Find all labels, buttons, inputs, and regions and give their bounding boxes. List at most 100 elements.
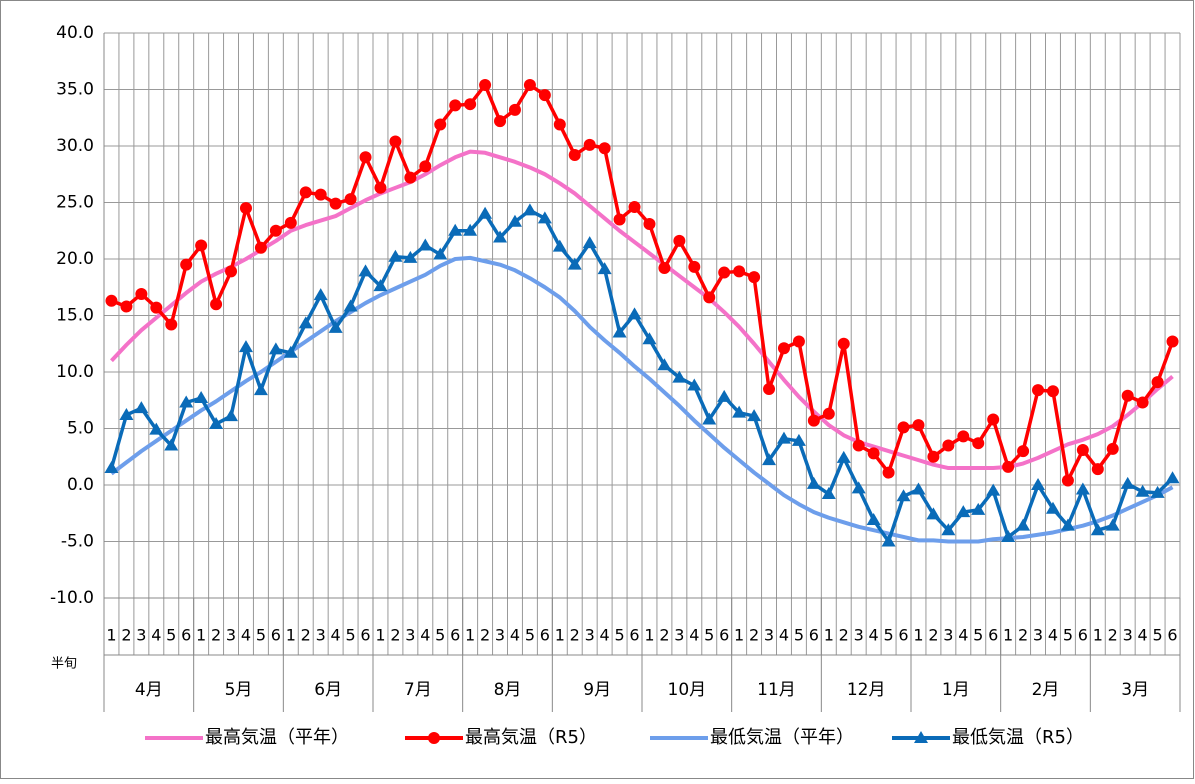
- data-point: [582, 236, 597, 249]
- data-point: [119, 407, 134, 420]
- data-point: [1151, 376, 1164, 389]
- data-point: [238, 340, 253, 353]
- x-tick-label: 2: [749, 626, 759, 645]
- data-point: [971, 502, 986, 515]
- data-point: [703, 291, 716, 304]
- data-point: [210, 298, 223, 311]
- data-point: [403, 250, 418, 263]
- x-tick-label: 1: [375, 626, 385, 645]
- data-point: [687, 378, 702, 391]
- x-tick-label: 4: [1048, 626, 1058, 645]
- data-point: [150, 301, 163, 314]
- legend-marker: [914, 731, 928, 743]
- x-tick-label: 3: [405, 626, 415, 645]
- x-tick-label: 4: [689, 626, 699, 645]
- data-point: [763, 382, 776, 395]
- x-tick-label: 3: [674, 626, 684, 645]
- series-line: [110, 149, 1174, 471]
- data-point: [568, 149, 581, 162]
- x-tick-label: 4: [869, 626, 879, 645]
- x-tick-label: 5: [794, 626, 804, 645]
- x-tick-label: 3: [316, 626, 326, 645]
- x-tick-label: 1: [1093, 626, 1103, 645]
- data-point: [1076, 443, 1089, 456]
- x-tick-label: 4: [779, 626, 789, 645]
- data-point: [179, 395, 194, 408]
- data-point: [777, 342, 790, 355]
- data-point: [733, 265, 746, 278]
- data-point: [1061, 474, 1074, 487]
- x-tick-label: 3: [943, 626, 953, 645]
- x-tick-label: 1: [824, 626, 834, 645]
- x-tick-label: 4: [1138, 626, 1148, 645]
- group-label: 6月: [314, 680, 342, 700]
- x-tick-label: 6: [450, 626, 460, 645]
- group-label: 12月: [847, 680, 886, 700]
- data-point: [821, 487, 836, 500]
- group-label: 1月: [942, 680, 970, 700]
- legend-label: 最高気温（R5）: [465, 727, 597, 748]
- data-point: [463, 223, 478, 236]
- legend-label: 最低気温（平年）: [710, 727, 854, 748]
- data-point: [239, 202, 252, 215]
- x-axis-label: 半旬: [51, 657, 77, 672]
- x-tick-label: 3: [136, 626, 146, 645]
- data-point: [254, 241, 267, 254]
- data-point: [1017, 445, 1030, 458]
- data-point: [538, 89, 551, 102]
- data-point: [1150, 485, 1165, 498]
- data-point: [494, 115, 507, 128]
- data-point: [748, 271, 761, 284]
- x-tick-label: 4: [241, 626, 251, 645]
- data-point: [1046, 385, 1059, 398]
- y-tick-label: 15.0: [56, 306, 94, 326]
- group-label: 2月: [1032, 680, 1060, 700]
- data-point: [209, 416, 224, 429]
- x-tick-label: 5: [1063, 626, 1073, 645]
- data-point: [283, 345, 298, 358]
- data-point: [164, 438, 179, 451]
- data-point: [718, 266, 731, 279]
- x-tick-label: 5: [166, 626, 176, 645]
- data-point: [1135, 484, 1150, 497]
- data-point: [612, 325, 627, 338]
- data-point: [224, 409, 239, 422]
- x-tick-label: 2: [301, 626, 311, 645]
- data-point: [597, 262, 612, 275]
- x-tick-label: 6: [360, 626, 370, 645]
- x-tick-label: 3: [585, 626, 595, 645]
- x-tick-label: 5: [256, 626, 266, 645]
- y-tick-label: 5.0: [67, 419, 94, 439]
- x-tick-label: 4: [510, 626, 520, 645]
- data-point: [523, 78, 536, 91]
- data-point: [1090, 523, 1105, 536]
- data-point: [762, 453, 777, 466]
- data-point: [1032, 384, 1045, 397]
- data-point: [135, 288, 148, 301]
- data-point: [507, 214, 522, 227]
- data-point: [1121, 389, 1134, 402]
- x-tick-label: 5: [525, 626, 535, 645]
- data-point: [897, 421, 910, 434]
- data-point: [253, 383, 268, 396]
- data-point: [836, 450, 851, 463]
- x-tick-label: 3: [764, 626, 774, 645]
- data-point: [388, 249, 403, 262]
- x-tick-label: 6: [629, 626, 639, 645]
- data-point: [1120, 476, 1135, 489]
- data-point: [791, 433, 806, 446]
- data-point: [987, 413, 1000, 426]
- legend-marker: [428, 732, 440, 744]
- x-tick-label: 3: [226, 626, 236, 645]
- data-point: [522, 203, 537, 216]
- x-tick-label: 5: [614, 626, 624, 645]
- x-tick-label: 3: [495, 626, 505, 645]
- x-tick-label: 5: [704, 626, 714, 645]
- y-tick-label: 25.0: [56, 193, 94, 213]
- data-point: [433, 247, 448, 260]
- data-point: [104, 461, 119, 474]
- data-point: [747, 409, 762, 422]
- data-point: [957, 430, 970, 443]
- data-point: [1091, 463, 1104, 476]
